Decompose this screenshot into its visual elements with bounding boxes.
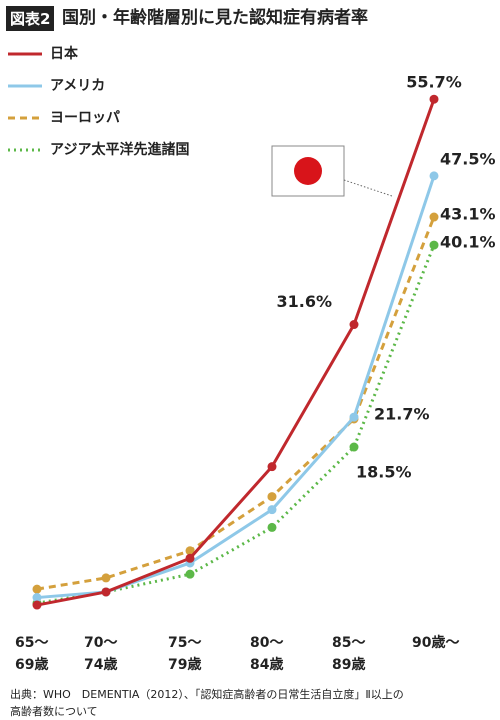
- chart-title: 国別・年齢階層別に見た認知症有病者率: [62, 8, 368, 28]
- point: [101, 587, 111, 597]
- legend-label: アメリカ: [50, 78, 105, 94]
- data-label: 55.7%: [406, 73, 462, 92]
- data-label: 40.1%: [440, 233, 496, 252]
- data-label: 21.7%: [374, 405, 430, 424]
- data-label: 18.5%: [356, 463, 412, 482]
- point: [267, 492, 277, 502]
- point: [267, 522, 277, 532]
- point: [32, 584, 42, 594]
- x-tick-label: 65〜 69歳: [15, 635, 49, 673]
- badge: 図表2: [6, 6, 55, 31]
- x-tick-label: 75〜 79歳: [168, 635, 202, 673]
- point: [349, 320, 359, 330]
- data-label: 43.1%: [440, 205, 496, 224]
- data-label: 47.5%: [440, 149, 496, 168]
- series-line: [36, 98, 436, 607]
- x-tick-label: 90歳〜: [412, 635, 460, 651]
- legend-label: アジア太平洋先進諸国: [50, 141, 189, 158]
- legend-label: ヨーロッパ: [50, 110, 120, 126]
- series-line: [36, 216, 436, 591]
- point: [101, 573, 111, 583]
- point: [185, 569, 195, 579]
- point: [267, 505, 277, 515]
- point: [185, 553, 195, 563]
- x-tick-label: 80〜 84歳: [250, 635, 284, 673]
- point: [349, 442, 359, 452]
- flag: [271, 145, 393, 197]
- point: [429, 240, 439, 250]
- x-tick-label: 70〜 74歳: [84, 635, 118, 673]
- point: [429, 212, 439, 222]
- legend-label: 日本: [50, 45, 79, 62]
- point: [32, 593, 42, 603]
- x-tick-label: 85〜 89歳: [332, 635, 366, 673]
- point: [267, 462, 277, 472]
- series-line: [36, 244, 436, 605]
- point: [429, 94, 439, 104]
- point: [32, 600, 42, 610]
- source: 出典：WHO DEMENTIA（2012）、「認知症高齢者の日常生活自立度」Ⅱ以…: [10, 688, 404, 718]
- point: [429, 171, 439, 181]
- data-label: 31.6%: [276, 292, 332, 311]
- point: [349, 412, 359, 422]
- point: [185, 546, 195, 556]
- series-line: [36, 175, 436, 600]
